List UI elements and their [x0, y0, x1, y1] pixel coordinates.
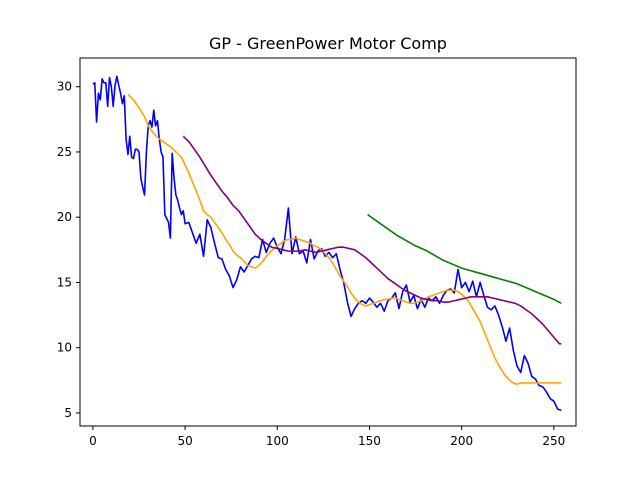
y-tick-label: 15	[57, 275, 72, 289]
x-tick-label: 200	[450, 434, 473, 448]
x-tick-label: 50	[177, 434, 192, 448]
series-layer	[92, 75, 562, 412]
plot-area-frame	[79, 57, 577, 427]
x-tick-label: 0	[89, 434, 97, 448]
x-tick-label: 150	[358, 434, 381, 448]
chart-title: GP - GreenPower Motor Comp	[209, 34, 447, 53]
series-line-3	[182, 135, 562, 345]
y-tick-label: 25	[57, 145, 72, 159]
series-line-2	[127, 93, 562, 386]
y-tick-label: 10	[57, 341, 72, 355]
series-line-1	[92, 75, 562, 412]
x-axis: 0 50 100 150 200 250	[89, 426, 565, 448]
y-tick-label: 30	[57, 80, 72, 94]
y-tick-label: 20	[57, 210, 72, 224]
x-tick-label: 250	[542, 434, 565, 448]
series-line-4	[367, 213, 562, 305]
x-tick-label: 100	[266, 434, 289, 448]
y-axis: 5 10 15 20 25 30	[57, 80, 80, 420]
y-tick-label: 5	[64, 406, 72, 420]
